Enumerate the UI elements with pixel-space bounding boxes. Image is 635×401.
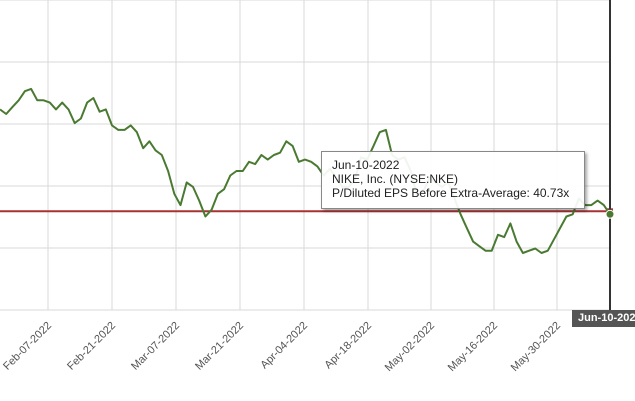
tooltip-date: Jun-10-2022 (332, 158, 400, 172)
x-tick-label: Feb-07-2022 (1, 320, 54, 373)
x-tick-label: Mar-21-2022 (193, 320, 246, 373)
x-tick-label: Mar-07-2022 (129, 320, 182, 373)
x-tick-label: Apr-04-2022 (258, 320, 310, 372)
series-last-point (605, 209, 615, 219)
tooltip-metric: P/Diluted EPS Before Extra-Average: 40.7… (332, 186, 570, 200)
x-tick-label: Feb-21-2022 (65, 320, 118, 373)
x-tick-label: May-30-2022 (509, 320, 563, 374)
cursor-date-label: Jun-10-2022 (572, 310, 635, 327)
tooltip-company: NIKE, Inc. (NYSE:NKE) (332, 172, 459, 186)
series-line (0, 87, 611, 254)
x-tick-label: May-16-2022 (446, 320, 500, 374)
x-tick-label: May-02-2022 (383, 320, 437, 374)
chart-tooltip: Jun-10-2022 NIKE, Inc. (NYSE:NKE) P/Dilu… (321, 151, 585, 209)
x-tick-label: Apr-18-2022 (322, 320, 374, 372)
